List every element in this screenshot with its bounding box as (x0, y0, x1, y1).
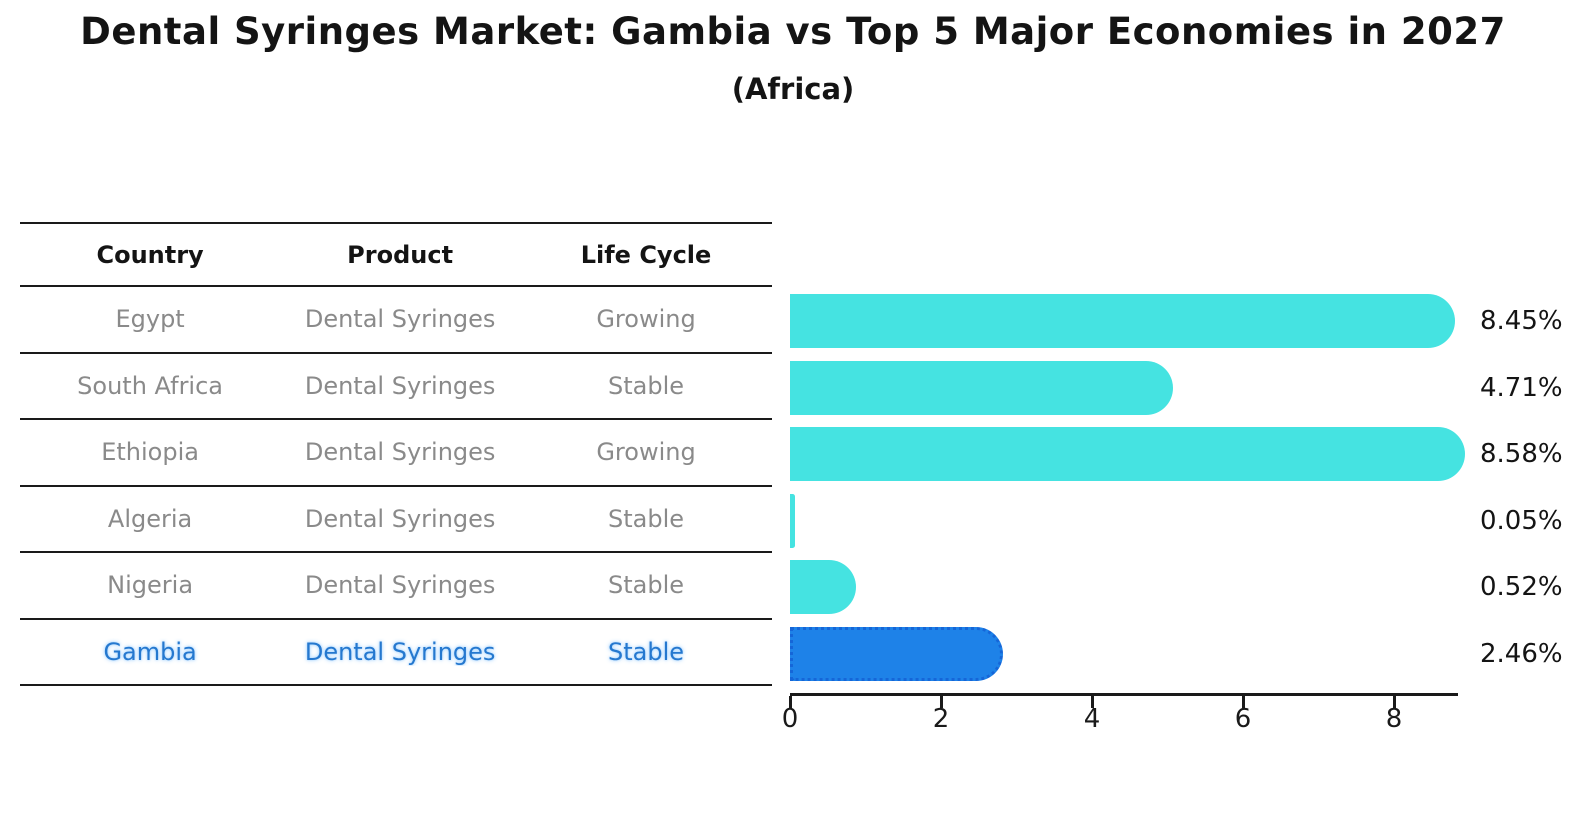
bar-south-africa (790, 361, 1173, 415)
table-body: Egypt Dental Syringes Growing South Africa D… (20, 287, 772, 686)
bar-ethiopia (790, 427, 1465, 481)
bar-value-label-gambia: 2.46% (1480, 639, 1563, 669)
table-row-algeria: Algeria Dental Syringes Stable (20, 487, 772, 553)
x-axis-tick (788, 696, 792, 708)
cell-product: Dental Syringes (304, 438, 496, 467)
cell-life-cycle: Stable (608, 371, 685, 400)
cell-country: Egypt (115, 305, 185, 334)
header-cell-life-cycle: Life Cycle (580, 240, 712, 269)
bar-egypt (790, 294, 1455, 348)
x-axis-tick (1392, 696, 1396, 708)
table-header-row: Country Product Life Cycle (20, 222, 772, 287)
x-axis-tick (1241, 696, 1245, 708)
cell-life-cycle: Stable (608, 504, 685, 533)
header-cell-product: Product (347, 240, 454, 269)
bar-value-label-ethiopia: 8.58% (1480, 439, 1563, 469)
bar-value-label-egypt: 8.45% (1480, 306, 1563, 336)
bar-value-label-nigeria: 0.52% (1480, 572, 1563, 602)
cell-product: Dental Syringes (304, 504, 496, 533)
table-row-egypt: Egypt Dental Syringes Growing (20, 287, 772, 354)
x-axis-tick-label: 8 (1385, 704, 1403, 734)
cell-life-cycle: Stable (608, 571, 685, 600)
cell-product: Dental Syringes (304, 637, 496, 666)
table-row-south-africa: South Africa Dental Syringes Stable (20, 354, 772, 420)
x-axis-tick-label: 6 (1234, 704, 1252, 734)
chart-title: Dental Syringes Market: Gambia vs Top 5 … (80, 10, 1506, 53)
bar-value-label-algeria: 0.05% (1480, 506, 1563, 536)
header-cell-country: Country (96, 240, 204, 269)
table-row-gambia: Gambia Dental Syringes Stable (20, 620, 772, 686)
cell-life-cycle: Growing (596, 305, 696, 334)
cell-product: Dental Syringes (304, 371, 496, 400)
cell-life-cycle: Stable (608, 637, 685, 666)
bar-value-label-south-africa: 4.71% (1480, 373, 1563, 403)
x-axis-tick-label: 2 (932, 704, 950, 734)
cell-product: Dental Syringes (304, 571, 496, 600)
x-axis-tick-label: 4 (1083, 704, 1101, 734)
country-table: Country Product Life Cycle Egypt Dental S… (20, 222, 772, 686)
bar-algeria (790, 494, 795, 548)
table-row-nigeria: Nigeria Dental Syringes Stable (20, 553, 772, 620)
cell-product: Dental Syringes (304, 305, 496, 334)
bar-gambia (790, 627, 1003, 681)
cell-country: Gambia (103, 637, 197, 666)
x-axis-tick (1090, 696, 1094, 708)
bar-nigeria (790, 560, 856, 614)
bar-chart: 0 2 4 6 8 (782, 285, 1465, 734)
cell-life-cycle: Growing (596, 438, 696, 467)
table-row-ethiopia: Ethiopia Dental Syringes Growing (20, 420, 772, 487)
chart-subtitle: (Africa) (731, 72, 855, 106)
cell-country: Algeria (107, 504, 193, 533)
value-labels: 8.45% 4.71% 8.58% 0.05% 0.52% 2.46% (1480, 285, 1586, 693)
x-axis-tick-label: 0 (781, 704, 799, 734)
cell-country: Nigeria (107, 571, 194, 600)
cell-country: South Africa (77, 371, 223, 400)
cell-country: Ethiopia (101, 438, 199, 467)
x-axis-tick (939, 696, 943, 708)
